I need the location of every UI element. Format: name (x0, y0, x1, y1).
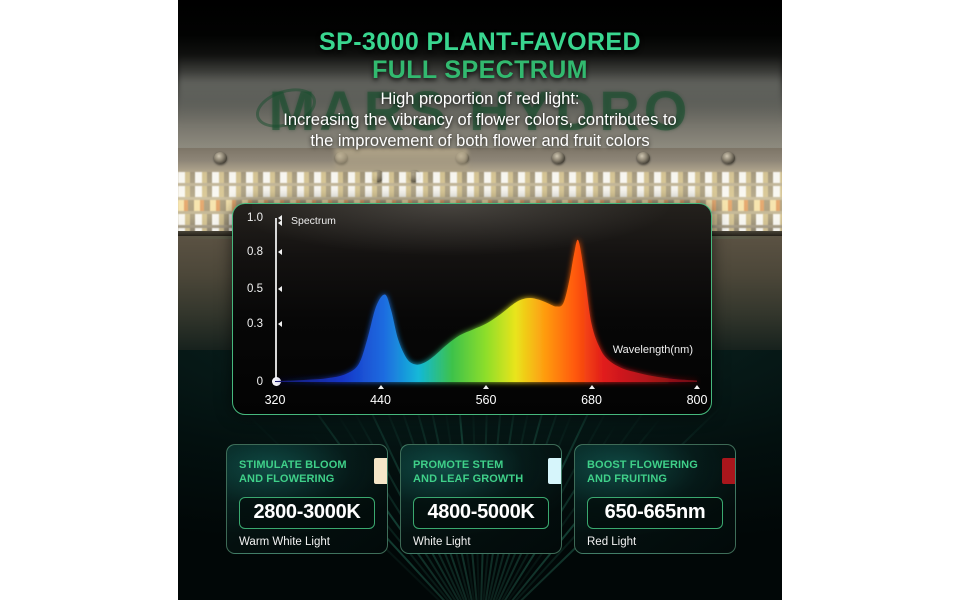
card-value-box: 650-665nm (587, 496, 723, 529)
y-axis-tick (278, 215, 282, 221)
subtitle-line-2: Increasing the vibrancy of flower colors… (283, 110, 677, 129)
y-axis-tick (278, 320, 282, 327)
info-card-list: STIMULATE BLOOM AND FLOWERING 2800-3000K… (226, 444, 736, 554)
title-line-1: SP-3000 PLANT-FAVORED (319, 28, 641, 56)
card-value: 4800-5000K (427, 500, 535, 523)
panel-screw-icon (214, 152, 228, 164)
x-axis-tick-label: 680 (581, 393, 602, 407)
card-footer: Warm White Light (239, 535, 330, 548)
panel-screw-icon (721, 152, 735, 164)
x-axis-title: Wavelength(nm) (612, 344, 693, 356)
panel-screw-icon (637, 152, 651, 164)
y-axis-tick-label: 0.8 (247, 246, 263, 259)
subtitle: High proportion of red light: Increasing… (178, 89, 782, 151)
card-value: 2800-3000K (253, 500, 361, 523)
card-title: STIMULATE BLOOM AND FLOWERING (239, 459, 347, 486)
title-line-2: FULL SPECTRUM (372, 56, 588, 84)
card-footer: Red Light (587, 535, 637, 548)
info-card[interactable]: BOOST FLOWERING AND FRUITING 650-665nm R… (574, 444, 736, 554)
chart-plot-area: Spectrum Wavelength(nm) (247, 212, 707, 407)
spectrum-legend-marker (278, 220, 282, 226)
red-swatch (722, 458, 735, 484)
y-axis-line (275, 218, 277, 382)
y-axis-tick-label: 1.0 (247, 212, 263, 224)
page-title: SP-3000 PLANT-FAVORED FULL SPECTRUM (178, 28, 782, 84)
chart-top-glow (252, 204, 692, 276)
subtitle-line-3: the improvement of both flower and fruit… (310, 131, 650, 150)
x-axis-tick (377, 385, 384, 389)
led-diode-row (178, 186, 782, 197)
card-value-box: 4800-5000K (413, 496, 549, 529)
spectrum-chart: Spectrum Wavelength(nm) (232, 203, 712, 415)
y-axis-tick (278, 286, 282, 293)
info-card[interactable]: STIMULATE BLOOM AND FLOWERING 2800-3000K… (226, 444, 388, 554)
spectrum-legend-label: Spectrum (291, 215, 336, 227)
panel-screw-icon (552, 152, 566, 164)
x-axis-tick-label: 320 (264, 393, 286, 407)
x-axis-tick-label: 560 (475, 393, 497, 407)
x-axis-tick-label: 440 (370, 393, 391, 407)
x-axis-tick (483, 385, 489, 389)
white-swatch (548, 458, 561, 484)
card-footer: White Light (413, 535, 471, 548)
card-title: PROMOTE STEM AND LEAF GROWTH (413, 459, 524, 486)
x-axis-tick (694, 385, 700, 389)
warm-white-swatch (374, 458, 387, 484)
spectrum-curve (275, 239, 697, 382)
card-title: BOOST FLOWERING AND FRUITING (587, 459, 698, 486)
watermark-text: MARS HYDRO (268, 79, 692, 142)
x-axis-tick-label: 800 (686, 393, 708, 407)
led-diode-row (178, 172, 782, 183)
subtitle-line-1: High proportion of red light: (380, 90, 580, 108)
x-axis-tick (588, 385, 595, 389)
y-axis-tick (278, 249, 282, 256)
brand-watermark: MARS HYDRO (178, 78, 782, 143)
card-value: 650-665nm (604, 500, 706, 523)
info-card[interactable]: PROMOTE STEM AND LEAF GROWTH 4800-5000K … (400, 444, 562, 554)
y-axis-tick-label: 0.3 (247, 317, 263, 330)
poster-canvas: MARS HYDRO SP-3000 PLANT-FAVORED FULL SP… (178, 0, 782, 600)
header-block: SP-3000 PLANT-FAVORED FULL SPECTRUM High… (178, 28, 782, 151)
y-axis-tick-label: 0.5 (247, 283, 263, 296)
y-axis-tick-label: 0 (256, 376, 263, 388)
card-value-box: 2800-3000K (239, 496, 375, 529)
